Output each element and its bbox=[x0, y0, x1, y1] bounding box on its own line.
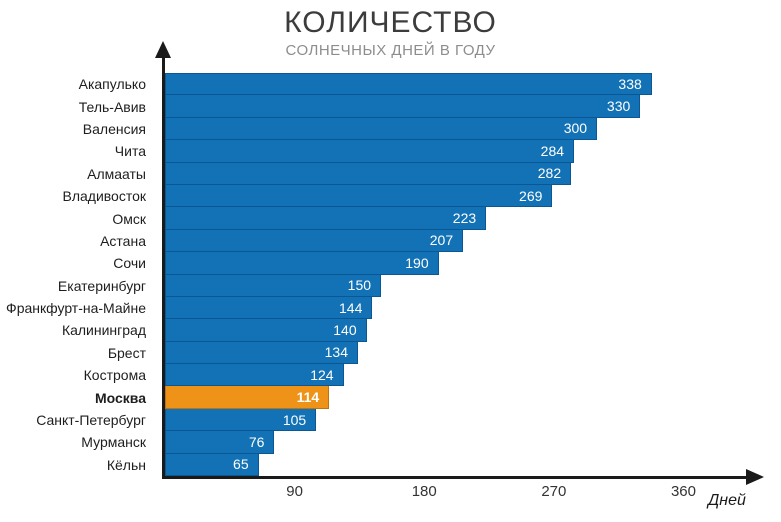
bar: 330 bbox=[165, 95, 641, 118]
bar: 338 bbox=[165, 73, 652, 96]
bar-row: 76 bbox=[165, 431, 731, 454]
bar: 65 bbox=[165, 453, 259, 477]
y-category-label: Екатеринбург bbox=[57, 277, 146, 294]
bar: 207 bbox=[165, 229, 464, 253]
bar-row: 282 bbox=[165, 162, 731, 185]
y-category-label: Франкфурт-на-Майне bbox=[6, 300, 146, 317]
y-category-label: Астана bbox=[100, 232, 146, 249]
bar-value-label: 284 bbox=[540, 142, 565, 159]
x-axis-label: Дней bbox=[708, 492, 746, 509]
y-category-label: Санкт-Петербург bbox=[36, 412, 146, 429]
bar: 144 bbox=[165, 296, 373, 320]
bar-row: 134 bbox=[165, 341, 731, 365]
bar-highlighted: 114 bbox=[165, 386, 330, 409]
bar: 284 bbox=[165, 140, 575, 163]
bar: 190 bbox=[165, 252, 439, 275]
bar-value-label: 190 bbox=[405, 254, 429, 271]
bar-value-label: 300 bbox=[563, 120, 588, 137]
x-tick-label: 90 bbox=[286, 483, 303, 500]
bar-value-label: 150 bbox=[347, 277, 372, 294]
y-category-label: Акапулько bbox=[78, 76, 146, 93]
y-axis-category-labels: Акапулько Тель-Авив Валенсия Чита Алмааты Вла… bbox=[0, 73, 154, 476]
bar-value-label: 282 bbox=[537, 165, 562, 182]
bar-row: 150 bbox=[165, 274, 731, 297]
bar-row: 300 bbox=[165, 117, 731, 141]
chart-title: КОЛИЧЕСТВО bbox=[284, 6, 497, 39]
bar-row: 269 bbox=[165, 184, 731, 208]
x-axis-line bbox=[162, 476, 748, 479]
plot-area: 338 330 300 284 282 269 223 207 190 150 144 140 134 1… bbox=[165, 73, 731, 477]
bar-value-label: 114 bbox=[296, 389, 320, 406]
chart-subtitle: СОЛНЕЧНЫХ ДНЕЙ В ГОДУ bbox=[285, 42, 496, 59]
y-category-label: Валенсия bbox=[82, 120, 146, 137]
y-category-label: Калининград bbox=[61, 322, 146, 339]
bar: 134 bbox=[165, 341, 358, 365]
bar-row: 330 bbox=[165, 95, 731, 118]
bar-row: 124 bbox=[165, 364, 731, 387]
y-category-label: Чита bbox=[114, 143, 146, 160]
y-category-label: Тель-Авив bbox=[78, 98, 146, 115]
bar-value-label: 105 bbox=[282, 411, 307, 428]
bar: 223 bbox=[165, 207, 487, 230]
bar-value-label: 338 bbox=[618, 76, 642, 93]
bar-row: 190 bbox=[165, 252, 731, 275]
bar-row: 284 bbox=[165, 140, 731, 163]
bar-value-label: 124 bbox=[310, 366, 334, 383]
bar-value-label: 223 bbox=[452, 210, 477, 227]
y-category-label: Кострома bbox=[83, 367, 146, 384]
bar-row: 65 bbox=[165, 453, 731, 477]
y-category-label: Брест bbox=[107, 344, 146, 361]
bar-row: 207 bbox=[165, 229, 731, 253]
y-category-label: Мурманск bbox=[81, 434, 146, 451]
bar-value-label: 207 bbox=[429, 232, 454, 249]
bar-value-label: 65 bbox=[233, 456, 249, 473]
bar-row: 144 bbox=[165, 296, 731, 320]
y-category-label: Сочи bbox=[113, 255, 146, 272]
bar-row: 338 bbox=[165, 73, 731, 96]
x-tick-label: 270 bbox=[541, 483, 567, 500]
bar: 140 bbox=[165, 319, 367, 342]
chart-header: КОЛИЧЕСТВО СОЛНЕЧНЫХ ДНЕЙ В ГОДУ bbox=[0, 6, 781, 60]
y-category-label: Омск bbox=[112, 210, 146, 227]
x-tick-label: 180 bbox=[411, 483, 437, 500]
bar: 269 bbox=[165, 184, 553, 208]
y-category-label: Кёльн bbox=[106, 456, 146, 473]
bar: 105 bbox=[165, 408, 317, 432]
y-axis-arrow-icon bbox=[155, 41, 171, 58]
y-category-label: Москва bbox=[94, 389, 146, 406]
bar: 76 bbox=[165, 431, 275, 454]
y-category-label: Владивосток bbox=[62, 188, 146, 205]
bar-value-label: 144 bbox=[339, 299, 363, 316]
bar-row: 140 bbox=[165, 319, 731, 342]
bar-value-label: 140 bbox=[333, 321, 357, 338]
bar-row: 223 bbox=[165, 207, 731, 230]
bar: 150 bbox=[165, 274, 382, 297]
bar: 124 bbox=[165, 364, 344, 387]
bar-value-label: 134 bbox=[324, 344, 348, 361]
bar-row: 114 bbox=[165, 386, 731, 409]
bar-value-label: 330 bbox=[606, 98, 631, 115]
bar-row: 105 bbox=[165, 408, 731, 432]
y-category-label: Алмааты bbox=[87, 165, 146, 182]
bar: 282 bbox=[165, 162, 572, 185]
y-axis-line bbox=[162, 58, 165, 479]
x-tick-label: 360 bbox=[670, 483, 696, 500]
bar-value-label: 76 bbox=[248, 433, 265, 450]
bar-value-label: 269 bbox=[519, 187, 543, 204]
x-axis-arrow-icon bbox=[746, 469, 764, 485]
bar: 300 bbox=[165, 117, 598, 141]
x-axis-ticks: 90 180 270 360 bbox=[165, 483, 731, 503]
